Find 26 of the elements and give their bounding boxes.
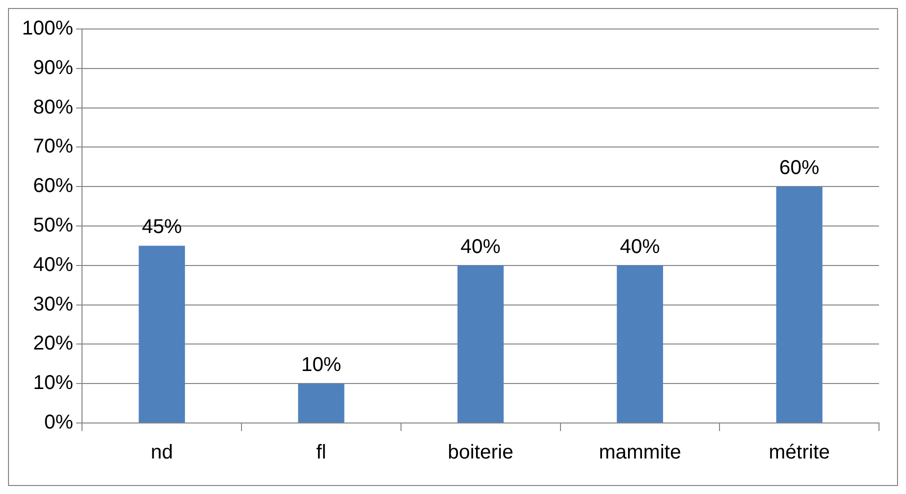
data-label: 40% <box>460 236 501 258</box>
y-tick-label: 30% <box>33 293 74 316</box>
x-tick-label: métrite <box>768 442 830 464</box>
x-tick-label: nd <box>150 442 173 464</box>
x-tick-label: mammite <box>598 442 682 464</box>
bar <box>616 265 664 422</box>
y-tick-label: 50% <box>33 214 74 237</box>
y-tick-label: 10% <box>33 372 74 394</box>
y-tick-label: 40% <box>33 254 74 276</box>
bar <box>298 384 344 422</box>
data-label: 10% <box>301 354 342 376</box>
y-tick-label: 70% <box>33 136 74 158</box>
data-label: 60% <box>779 157 820 180</box>
y-tick-label: 0% <box>44 412 74 434</box>
y-tick-label: 90% <box>33 56 74 79</box>
bar <box>138 246 185 422</box>
x-tick-label: fl <box>316 442 326 464</box>
y-tick-label: 20% <box>33 332 74 355</box>
y-tick-label: 60% <box>33 175 74 198</box>
y-tick-label: 80% <box>33 96 74 118</box>
data-label: 45% <box>142 216 182 238</box>
x-tick-label: boiterie <box>448 442 514 464</box>
bar <box>776 186 822 422</box>
y-tick-label: 100% <box>22 18 74 40</box>
bar <box>457 265 504 422</box>
data-label: 40% <box>620 236 660 258</box>
